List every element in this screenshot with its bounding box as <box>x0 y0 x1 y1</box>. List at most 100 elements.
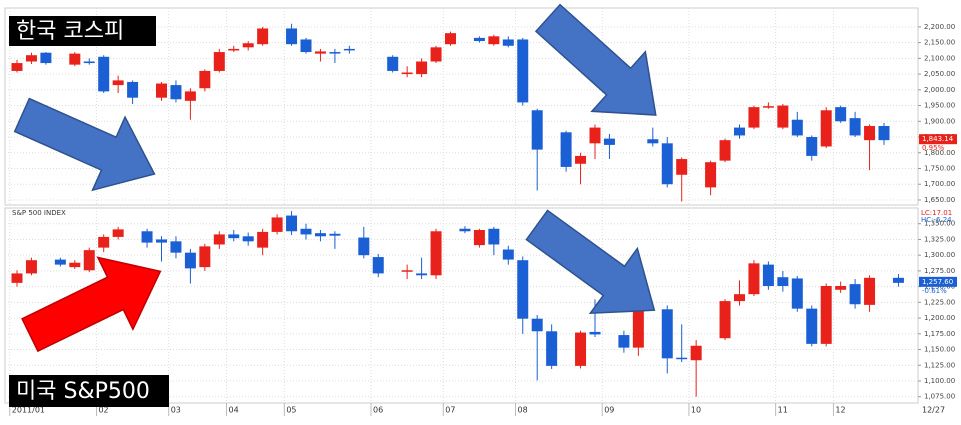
candle-body <box>777 277 789 286</box>
plot: 2,200.00 2,150.00 2,100.00 2,050.00 2,000.00… <box>5 8 957 416</box>
candle-body <box>242 43 254 48</box>
candle-body <box>416 61 428 75</box>
candle-body <box>864 277 876 305</box>
candle-body <box>502 249 514 260</box>
candle-body <box>199 70 211 89</box>
candle-body <box>430 47 442 62</box>
panel-title: S&P 500 INDEX <box>12 209 66 217</box>
candle-body <box>170 241 182 253</box>
x-tick-label: 05 <box>286 406 296 415</box>
candle-body <box>517 39 529 103</box>
candle-body <box>603 138 615 145</box>
x-tick-label: 2011/01 <box>12 406 45 415</box>
candle-body <box>762 106 774 108</box>
candle-body <box>820 110 832 147</box>
candle-body <box>69 262 81 268</box>
x-tick-label: 03 <box>171 406 181 415</box>
candle-body <box>878 126 890 141</box>
x-tick-label: 07 <box>445 406 455 415</box>
y-tick-label: 1,800.00 <box>924 149 955 157</box>
candle-body <box>575 155 587 164</box>
candle-body <box>271 217 283 232</box>
candle-body <box>849 284 861 305</box>
y-tick-label: 1,275.00 <box>924 267 955 275</box>
bottom-panel <box>4 207 919 404</box>
x-tick-label: 08 <box>518 406 528 415</box>
candle-body <box>54 259 66 265</box>
y-tick-label: 1,175.00 <box>924 330 955 338</box>
candle-body <box>401 270 413 272</box>
candle-body <box>300 39 312 53</box>
candle-body <box>257 28 269 45</box>
candle-body <box>589 127 601 144</box>
candle-body <box>560 132 572 167</box>
candle-body <box>228 234 240 239</box>
candle-body <box>416 273 428 276</box>
last-value-box <box>919 134 957 145</box>
candle-body <box>141 231 153 243</box>
candle-body <box>387 56 399 71</box>
arrow <box>534 3 657 116</box>
indicator-label: LC:17.01 <box>921 209 952 217</box>
candle-body <box>11 63 23 71</box>
overlay-box <box>9 375 169 407</box>
y-tick-label: 1,950.00 <box>924 102 955 110</box>
candle-body <box>112 229 124 237</box>
candle-body <box>358 237 370 256</box>
candle-body <box>488 36 500 45</box>
candle-body <box>849 118 861 136</box>
candle-body <box>213 234 225 245</box>
candle-body <box>170 85 182 100</box>
candle-body <box>98 56 110 92</box>
candle-body <box>734 127 745 136</box>
candle-body <box>777 105 789 128</box>
candle-body <box>184 252 196 269</box>
candle-body <box>676 357 688 360</box>
candle-body <box>127 81 139 98</box>
candle-body <box>83 61 95 64</box>
y-tick-label: 1,225.00 <box>924 298 955 306</box>
candle-body <box>661 143 673 185</box>
candle-body <box>314 233 326 237</box>
candle-body <box>647 139 659 144</box>
candle-body <box>546 331 558 366</box>
candle-body <box>473 230 485 246</box>
y-tick-label: 2,100.00 <box>924 54 955 62</box>
candle-body <box>835 286 847 290</box>
overlay-label: 한국 코스피 <box>16 19 124 44</box>
candle-body <box>112 80 124 86</box>
candle-body <box>690 345 702 361</box>
candle-body <box>748 263 760 295</box>
candle-body <box>864 126 876 141</box>
y-tick-label: 2,150.00 <box>924 39 955 47</box>
candle-body <box>40 52 52 64</box>
last-value-label: 1,257.60 <box>922 278 953 286</box>
end-date-label: 12/27 <box>922 406 945 415</box>
candle-body <box>734 294 745 302</box>
candle-body <box>329 233 341 236</box>
candle-body <box>184 91 196 101</box>
y-tick-label: 1,150.00 <box>924 346 955 354</box>
candle-body <box>445 33 456 45</box>
candle-body <box>11 273 23 283</box>
candle-body <box>430 231 442 276</box>
candle-body <box>156 239 167 243</box>
x-tick-label: 09 <box>604 406 614 415</box>
candle-body <box>502 39 514 46</box>
y-tick-label: 2,000.00 <box>924 86 955 94</box>
y-tick-label: 1,350.00 <box>924 220 955 228</box>
x-tick-label: 12 <box>835 406 845 415</box>
candle-body <box>791 119 803 136</box>
change-label: -0.61% <box>922 287 947 295</box>
candle-body <box>488 228 500 245</box>
candle-body <box>25 55 37 62</box>
candle-body <box>156 83 167 98</box>
overlay-box <box>9 16 156 46</box>
y-tick-label: 2,200.00 <box>924 23 955 31</box>
y-tick-label: 1,900.00 <box>924 117 955 125</box>
y-tick-label: 1,750.00 <box>924 164 955 172</box>
y-tick-label: 1,300.00 <box>924 251 955 259</box>
candle-body <box>257 231 269 248</box>
candle-body <box>719 140 731 161</box>
